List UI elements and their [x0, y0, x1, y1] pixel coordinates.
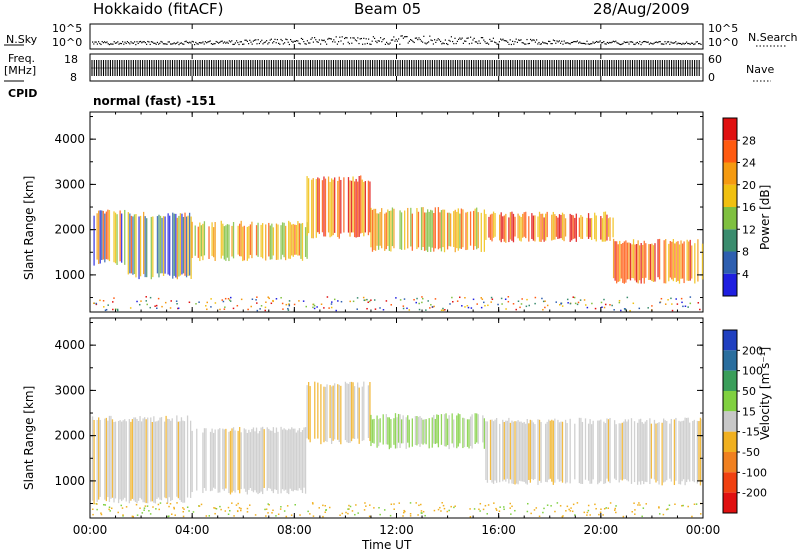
- colorbar-tick-label: 15: [742, 405, 756, 418]
- x-axis-label: Time UT: [362, 538, 412, 552]
- colorbar-swatch: [723, 140, 737, 163]
- colorbar-swatch: [723, 431, 737, 452]
- colorbar-swatch: [723, 492, 737, 513]
- colorbar-swatch: [723, 229, 737, 252]
- velocity-y-tick-label: 3000: [54, 383, 85, 397]
- nsearch-bottom-tick: 10^0: [708, 36, 739, 49]
- colorbar-tick-label: -200: [742, 487, 767, 500]
- beam-title: Beam 05: [354, 0, 422, 18]
- power-near-range: [93, 296, 701, 312]
- freq-unit: [MHz]: [4, 64, 37, 77]
- nave-label: Nave: [746, 63, 775, 76]
- velocity-region-0: [91, 415, 192, 504]
- power-region-0: [93, 209, 126, 266]
- x-tick-label: 08:00: [277, 523, 312, 537]
- power-colorbar: 4 8 12 16 20 24 28: [722, 117, 756, 297]
- velocity-y-tick-label: 1000: [54, 474, 85, 488]
- nsky-bottom-tick: 10^0: [52, 36, 83, 49]
- colorbar-swatch: [723, 118, 737, 141]
- velocity-y-tick-label: 2000: [54, 429, 85, 443]
- colorbar-tick-label: 100: [742, 365, 763, 378]
- colorbar-swatch: [723, 184, 737, 207]
- colorbar-swatch: [723, 330, 737, 351]
- nsky-label: N.Sky: [6, 33, 38, 46]
- x-tick-label: 16:00: [481, 523, 516, 537]
- velocity-region-4: [485, 417, 703, 486]
- colorbar-tick-label: 4: [742, 268, 749, 281]
- freq-series: [91, 60, 702, 76]
- colorbar-tick-label: 24: [742, 157, 756, 170]
- colorbar-tick-label: -100: [742, 466, 767, 479]
- power-region-2: [191, 220, 308, 262]
- colorbar-swatch: [723, 273, 737, 296]
- colorbar-swatch: [723, 251, 737, 274]
- nave-bottom-tick: 0: [708, 71, 715, 84]
- colorbar-tick-label: 28: [742, 134, 756, 147]
- colorbar-swatch: [723, 162, 737, 185]
- colorbar-tick-label: 8: [742, 246, 749, 259]
- colorbar-swatch: [723, 370, 737, 391]
- x-tick-label: 20:00: [584, 523, 619, 537]
- colorbar-swatch: [723, 391, 737, 412]
- power-region-1: [127, 211, 192, 280]
- colorbar-tick-label: -15: [742, 426, 760, 439]
- nsearch-top-tick: 10^5: [708, 22, 739, 35]
- radar-title: Hokkaido (fitACF): [93, 0, 224, 18]
- x-tick-label: 00:00: [73, 523, 108, 537]
- power-y-tick-label: 4000: [54, 132, 85, 146]
- velocity-colorbar: 200 100 50 15 -15 -50 -100 -200: [722, 329, 767, 514]
- freq-bottom-tick: 8: [70, 71, 77, 84]
- velocity-region-3: [370, 413, 486, 450]
- power-panel: [89, 111, 704, 313]
- nsky-top-tick: 10^5: [52, 22, 83, 35]
- x-tick-label: 12:00: [379, 523, 414, 537]
- colorbar-tick-label: 20: [742, 179, 756, 192]
- power-y-tick-label: 3000: [54, 177, 85, 191]
- colorbar-tick-label: 200: [742, 344, 763, 357]
- colorbar-tick-label: -50: [742, 446, 760, 459]
- colorbar-tick-label: 12: [742, 223, 756, 236]
- velocity-near-range: [92, 502, 702, 518]
- velocity-region-1: [191, 426, 307, 495]
- velocity-region-2: [306, 381, 371, 445]
- power-region-6: [612, 238, 704, 284]
- x-tick-label: 04:00: [175, 523, 210, 537]
- date-title: 28/Aug/2009: [593, 0, 690, 18]
- colorbar-tick-label: 16: [742, 201, 756, 214]
- power-y-tick-label: 2000: [54, 223, 85, 237]
- cpid-label: CPID: [8, 87, 38, 100]
- power-y-tick-label: 1000: [54, 268, 85, 282]
- x-tick-label: 00:00: [686, 523, 721, 537]
- colorbar-swatch: [723, 207, 737, 230]
- colorbar-swatch: [723, 411, 737, 432]
- power-region-4: [370, 207, 486, 253]
- velocity-y-tick-label: 4000: [54, 338, 85, 352]
- colorbar-swatch: [723, 452, 737, 473]
- colorbar-swatch: [723, 472, 737, 493]
- nave-top-tick: 60: [708, 53, 722, 66]
- cpid-value: normal (fast) -151: [93, 94, 216, 108]
- power-region-5: [485, 211, 614, 243]
- power-region-3: [306, 175, 371, 239]
- colorbar-tick-label: 50: [742, 385, 756, 398]
- nsky-series: [92, 35, 702, 46]
- colorbar-swatch: [723, 350, 737, 371]
- freq-top-tick: 18: [64, 53, 78, 66]
- freq-label: Freq.: [8, 52, 36, 65]
- nsearch-label: N.Search: [748, 31, 798, 44]
